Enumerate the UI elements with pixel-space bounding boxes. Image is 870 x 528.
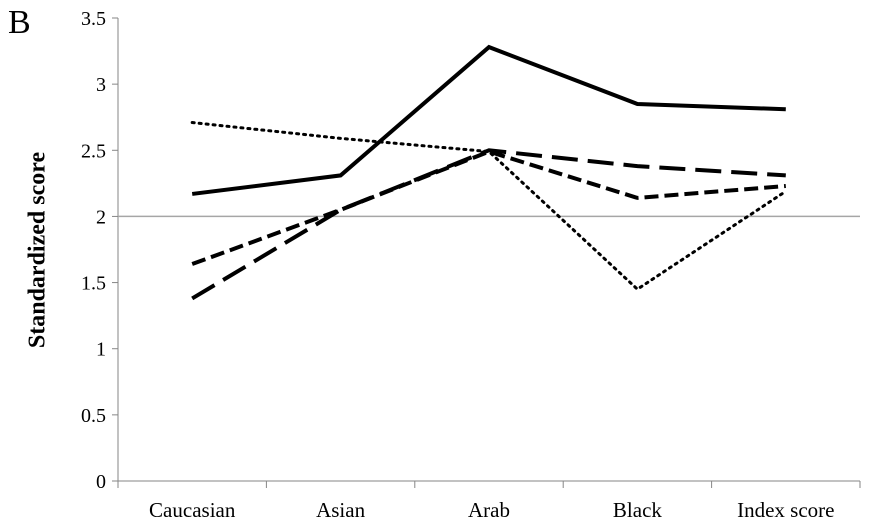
y-tick-label: 1.5 <box>81 273 106 295</box>
x-tick-label: Caucasian <box>149 498 236 522</box>
y-tick-label: 2.5 <box>81 140 106 162</box>
axes <box>112 17 861 488</box>
y-tick-label: 1 <box>96 339 106 361</box>
y-tick-label: 0.5 <box>81 405 106 427</box>
x-tick-label: Arab <box>468 498 510 522</box>
series-line-1-solid <box>191 44 786 196</box>
y-tick-label: 3 <box>96 74 106 96</box>
series-line-2-dotted <box>190 121 788 292</box>
series-line-4-long-dashed <box>191 148 786 301</box>
series-line-3-dashed <box>191 149 786 266</box>
tick-labels: 0 0.5 1 1.5 2 2.5 3 3.5 Caucasian Asian Arab Black I… <box>81 8 834 522</box>
x-tick-label: Asian <box>316 498 365 522</box>
y-tick-label: 2 <box>96 206 106 228</box>
y-tick-label: 0 <box>96 471 106 493</box>
series-group <box>190 44 788 301</box>
y-tick-label: 3.5 <box>81 8 106 30</box>
x-tick-label: Black <box>613 498 662 522</box>
x-tick-label: Index score <box>737 498 834 522</box>
panel-label: B <box>8 4 31 41</box>
